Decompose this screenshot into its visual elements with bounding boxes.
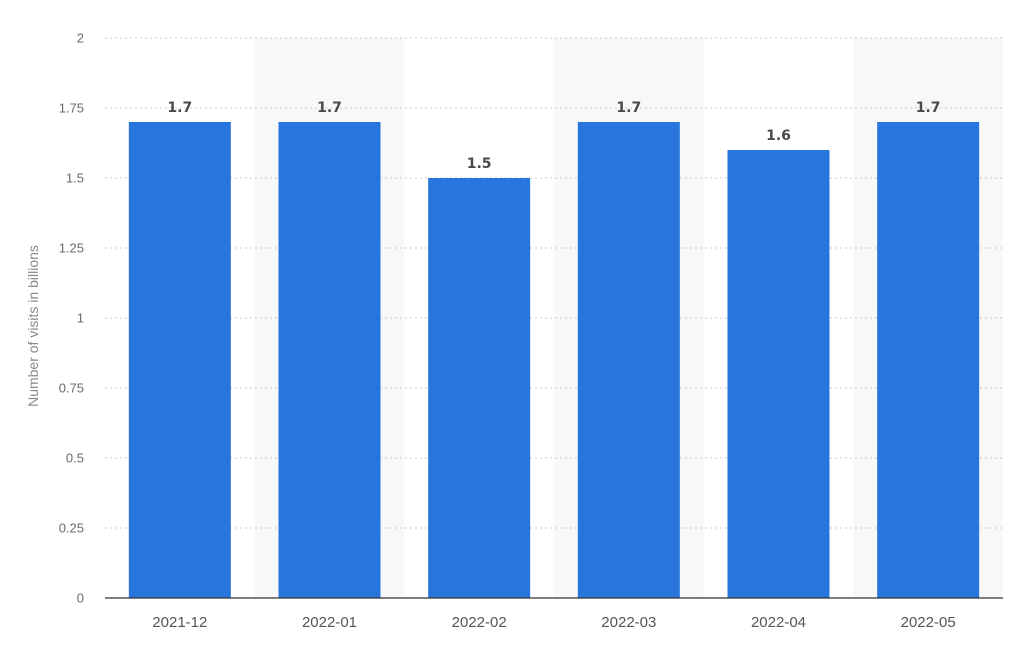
bar-2022-01 <box>278 122 381 598</box>
bar-2022-04 <box>727 150 830 598</box>
x-tick-label: 2022-05 <box>901 614 956 631</box>
y-tick-label: 0.75 <box>59 381 84 396</box>
y-axis-title: Number of visits in billions <box>25 245 41 407</box>
y-tick-label: 1.5 <box>66 171 84 186</box>
data-label: 1.7 <box>317 100 342 116</box>
x-tick-label: 2022-01 <box>302 614 357 631</box>
y-axis-ticks: 0 0.25 0.5 0.75 1 1.25 1.5 1.75 2 <box>59 31 84 606</box>
x-tick-label: 2022-04 <box>751 614 806 631</box>
bar-2022-02 <box>428 178 531 598</box>
x-tick-label: 2022-03 <box>601 614 656 631</box>
data-labels: 1.7 1.7 1.5 1.7 1.6 1.7 <box>167 100 940 172</box>
data-label: 1.7 <box>916 100 941 116</box>
y-tick-label: 0 <box>77 591 84 606</box>
y-tick-label: 1.25 <box>59 241 84 256</box>
bar-2022-03 <box>577 122 680 598</box>
y-tick-label: 0.5 <box>66 451 84 466</box>
x-tick-label: 2022-02 <box>452 614 507 631</box>
y-tick-label: 1 <box>77 311 84 326</box>
x-tick-label: 2021-12 <box>152 614 207 631</box>
y-tick-label: 2 <box>77 31 84 46</box>
bars <box>128 122 980 598</box>
data-label: 1.7 <box>616 100 641 116</box>
bar-2022-05 <box>877 122 980 598</box>
data-label: 1.5 <box>467 156 492 172</box>
bar-2021-12 <box>128 122 231 598</box>
y-tick-label: 1.75 <box>59 101 84 116</box>
data-label: 1.7 <box>167 100 192 116</box>
data-label: 1.6 <box>766 128 791 144</box>
x-axis-ticks: 2021-12 2022-01 2022-02 2022-03 2022-04 2022-… <box>152 614 955 631</box>
y-tick-label: 0.25 <box>59 521 84 536</box>
